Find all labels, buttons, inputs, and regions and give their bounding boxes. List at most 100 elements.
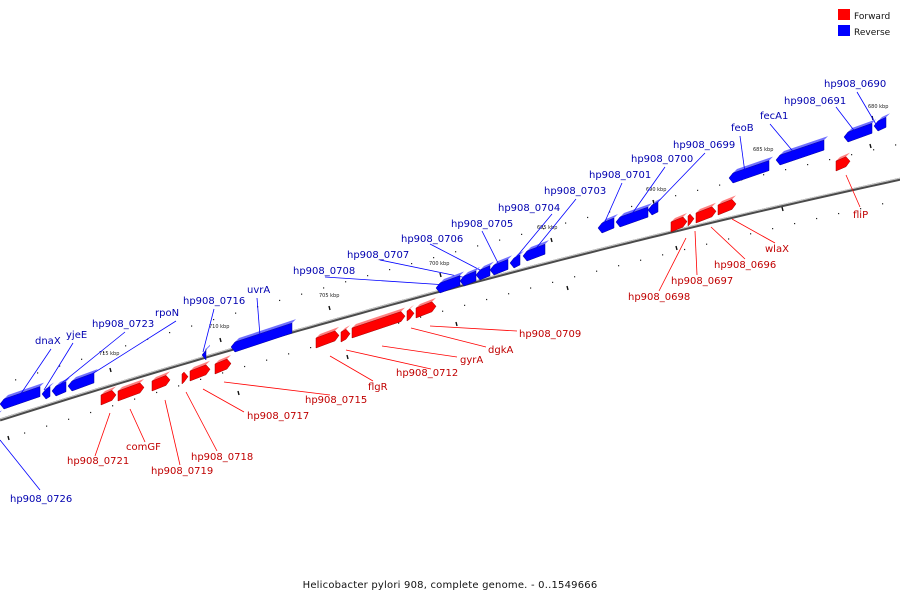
gene-wlaX[interactable]: wlaX (717, 195, 789, 255)
gene-connector (256, 297, 261, 337)
scale-dot (134, 398, 136, 400)
gene-label[interactable]: comGF (126, 442, 161, 453)
gene-label[interactable]: hp908_0700 (631, 154, 693, 165)
gene-label[interactable]: hp908_0715 (305, 395, 367, 406)
gene-label[interactable]: hp908_0707 (347, 250, 409, 261)
gene-label[interactable]: hp908_0705 (451, 219, 513, 230)
gene-label[interactable]: wlaX (765, 244, 789, 255)
gene-yjeE[interactable]: yjeE (41, 330, 87, 400)
gene-label[interactable]: hp908_0726 (10, 494, 72, 505)
gene-hp908_0699[interactable]: hp908_0699 (647, 140, 735, 216)
gene-label[interactable]: flgR (368, 382, 388, 393)
gene-label[interactable]: hp908_0721 (67, 456, 129, 467)
gene-label[interactable]: gyrA (460, 355, 483, 366)
gene-dgkA[interactable]: dgkA (406, 304, 513, 356)
gene-label[interactable]: dgkA (488, 345, 513, 356)
scale-dot (772, 228, 774, 230)
gene-feoB[interactable]: feoB (728, 123, 773, 184)
gene-hp908_0706[interactable]: hp908_0706 (401, 234, 494, 281)
gene-hp908_0707[interactable]: hp908_0707 (347, 250, 480, 287)
gene-dnaX[interactable]: dnaX (0, 336, 61, 410)
gene-label[interactable]: fecA1 (760, 111, 788, 122)
gene-label[interactable]: dnaX (35, 336, 61, 347)
gene-hp908_0701[interactable]: hp908_0701 (589, 170, 651, 234)
gene-connector (694, 230, 698, 276)
gene-hp908_0697[interactable]: hp908_0697 (671, 210, 733, 287)
gene-flgR[interactable]: flgR (315, 326, 388, 393)
gene-label[interactable]: hp908_0723 (92, 319, 154, 330)
gene-block (51, 381, 67, 397)
gene-hp908_0716[interactable]: hp908_0716 (183, 296, 245, 361)
gene-label[interactable]: hp908_0718 (191, 452, 253, 463)
gene-hp908_0721[interactable]: hp908_0721 (67, 386, 129, 467)
scale-dot (574, 276, 576, 278)
gene-connector (164, 399, 181, 466)
gene-label[interactable]: hp908_0716 (183, 296, 245, 307)
gene-label[interactable]: hp908_0706 (401, 234, 463, 245)
scale-dot (103, 351, 105, 354)
gene-uvrA[interactable]: uvrA (230, 285, 296, 353)
gene-connector (0, 439, 41, 491)
gene-hp908_0715[interactable]: hp908_0715 (214, 355, 367, 406)
gene-block (406, 308, 415, 322)
gene-label[interactable]: hp908_0708 (293, 266, 355, 277)
gene-label[interactable]: hp908_0699 (673, 140, 735, 151)
gene-hp908_0708[interactable]: hp908_0708 (293, 266, 464, 294)
gene-gyrA[interactable]: gyrA (351, 307, 483, 366)
gene-label[interactable]: hp908_0701 (589, 170, 651, 181)
gene-label[interactable]: fliP (853, 210, 868, 221)
gene-hp908_0718[interactable]: hp908_0718 (181, 368, 253, 463)
gene-hp908_0723[interactable]: hp908_0723 (51, 319, 154, 397)
gene-block (230, 322, 293, 353)
gene-fecA1[interactable]: fecA1 (760, 111, 828, 166)
gene-hp908_0691[interactable]: hp908_0691 (784, 96, 876, 143)
gene-block-top (878, 113, 890, 121)
gene-hp908_0690[interactable]: hp908_0690 (824, 79, 890, 132)
gene-block-top (190, 360, 210, 371)
gene-rpoN[interactable]: rpoN (67, 308, 179, 392)
gene-label[interactable]: hp908_0712 (396, 368, 458, 379)
tick-mark (566, 285, 569, 291)
scale-dot (244, 365, 246, 368)
gene-block (695, 206, 717, 224)
scale-dot (851, 154, 853, 156)
tick-mark (675, 245, 678, 251)
scale-dot (464, 304, 466, 306)
axis-tick: 705 kbp (319, 293, 349, 360)
gene-hp908_0696[interactable]: hp908_0696 (695, 202, 776, 271)
gene-hp908_0704[interactable]: hp908_0704 (498, 203, 560, 269)
gene-label[interactable]: rpoN (155, 308, 179, 319)
gene-block (41, 386, 51, 400)
gene-label[interactable]: hp908_0698 (628, 292, 690, 303)
gene-hp908_0703[interactable]: hp908_0703 (522, 186, 606, 262)
gene-fliP[interactable]: fliP (835, 152, 868, 221)
gene-hp908_0700[interactable]: hp908_0700 (615, 154, 693, 228)
legend-item-forward: Forward (838, 9, 890, 22)
gene-connector (739, 135, 746, 174)
gene-label[interactable]: hp908_0697 (671, 276, 733, 287)
gene-label[interactable]: hp908_0691 (784, 96, 846, 107)
gene-hp908_0712[interactable]: hp908_0712 (340, 325, 458, 379)
gene-hp908_0698[interactable]: hp908_0698 (628, 213, 690, 303)
gene-comGF[interactable]: comGF (117, 378, 161, 453)
gene-label[interactable]: uvrA (247, 285, 270, 296)
gene-label[interactable]: hp908_0709 (519, 329, 581, 340)
gene-label[interactable]: hp908_0719 (151, 466, 213, 477)
legend-label-reverse: Reverse (854, 28, 891, 38)
gene-label[interactable]: hp908_0703 (544, 186, 606, 197)
gene-label[interactable]: hp908_0696 (714, 260, 776, 271)
gene-hp908_0726[interactable]: hp908_0726 (0, 410, 72, 505)
gene-hp908_0719[interactable]: hp908_0719 (151, 371, 213, 477)
gene-hp908_0705[interactable]: hp908_0705 (451, 219, 513, 276)
gene-label[interactable]: feoB (731, 123, 754, 134)
gene-connector (602, 182, 623, 227)
gene-label[interactable]: hp908_0690 (824, 79, 886, 90)
gene-block-top (215, 355, 231, 364)
gene-label[interactable]: hp908_0704 (498, 203, 560, 214)
gene-connector (345, 349, 432, 370)
gene-label[interactable]: yjeE (66, 330, 87, 341)
gene-hp908_0717[interactable]: hp908_0717 (189, 360, 309, 422)
gene-label[interactable]: hp908_0717 (247, 411, 309, 422)
gene-hp908_0709[interactable]: hp908_0709 (415, 297, 581, 340)
